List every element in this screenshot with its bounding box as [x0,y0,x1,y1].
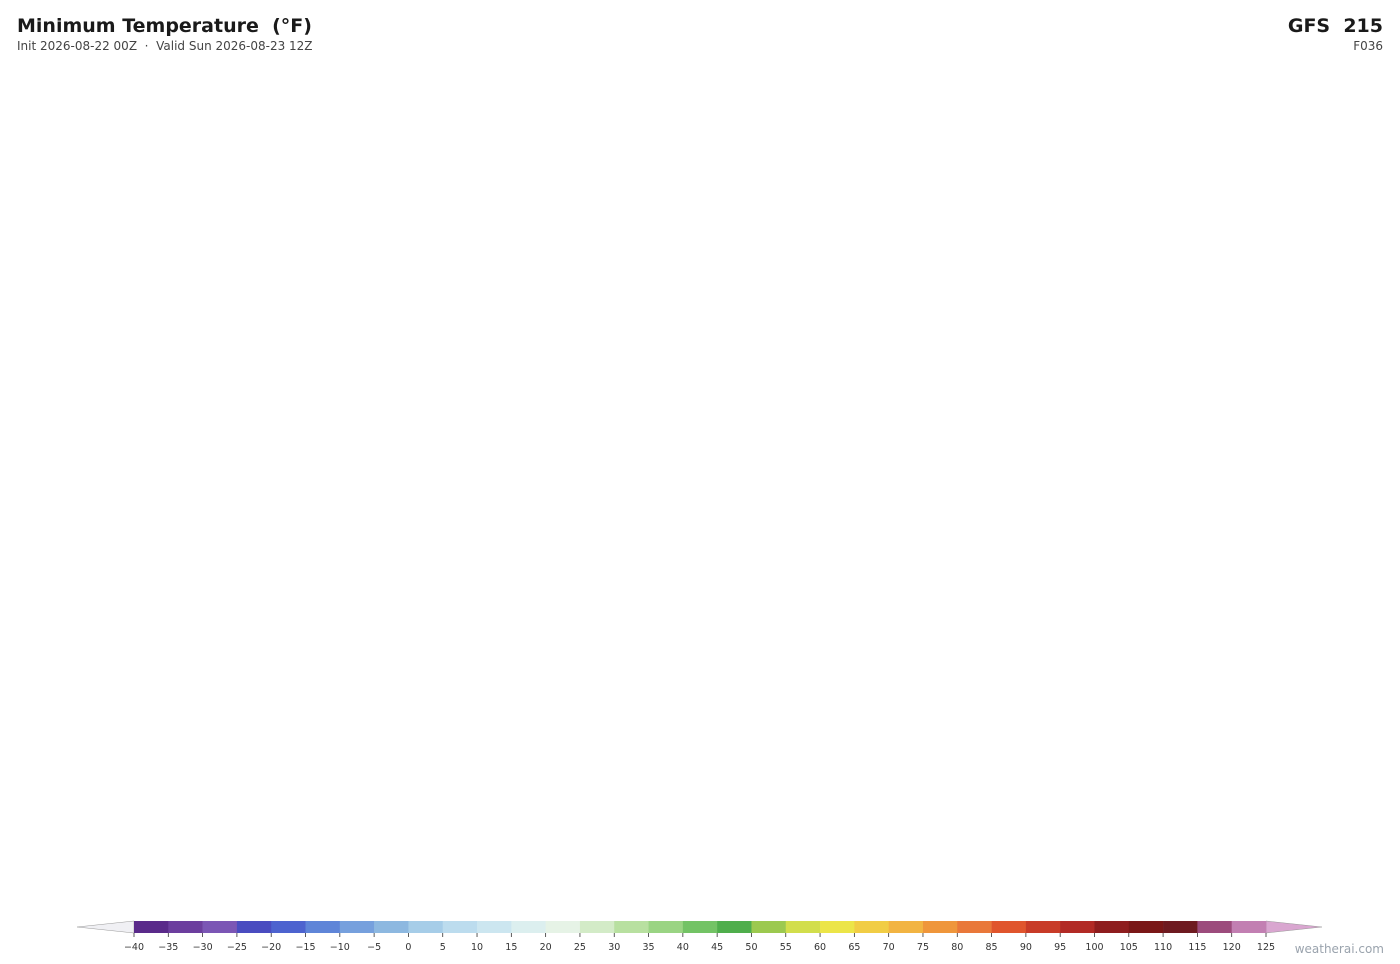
colorbar-tick-label: 15 [505,942,517,953]
colorbar-segment [442,921,478,933]
colorbar-over [1265,920,1323,934]
colorbar-segment [579,921,615,933]
colorbar-segment [339,921,375,933]
map-title: Minimum Temperature (°F) [17,15,312,37]
colorbar-segment [991,921,1027,933]
colorbar-segment [134,921,169,933]
colorbar-segment [751,921,787,933]
colorbar-segment [854,921,889,933]
colorbar-segment [545,921,581,933]
colorbar-segment [820,921,855,933]
colorbar-tick-label: 125 [1257,942,1275,953]
colorbar-tick-label: 80 [951,942,963,953]
colorbar-tick-label: −40 [124,942,144,953]
colorbar-tick-label: 65 [848,942,860,953]
colorbar-segment [202,921,238,933]
colorbar-segment [1025,921,1061,933]
colorbar-tick-label: 20 [540,942,552,953]
colorbar-segment [374,921,409,933]
colorbar-tick-label: 55 [780,942,792,953]
colorbar-tick-label: 90 [1020,942,1032,953]
colorbar-tick-label: 50 [745,942,757,953]
colorbar-segment [922,921,958,933]
colorbar-tick-label: −10 [330,942,350,953]
colorbar-segment [168,921,203,933]
colorbar-segment [785,921,821,933]
colorbar-tick-label: 25 [574,942,586,953]
colorbar-segment [957,921,992,933]
colorbar-segment [511,921,546,933]
colorbar-segment [648,921,684,933]
colorbar-tick-label: −15 [295,942,315,953]
colorbar-tick-label: 0 [405,942,411,953]
colorbar-segment [1163,921,1198,933]
colorbar-segment [1197,921,1232,933]
colorbar-under [76,920,135,934]
colorbar-tick-label: 70 [883,942,895,953]
colorbar-segment [305,921,341,933]
colorbar-segment [614,921,649,933]
colorbar-tick-label: 40 [677,942,689,953]
colorbar-tick-label: 105 [1120,942,1138,953]
map-subtitle: Init 2026-08-22 00Z · Valid Sun 2026-08-… [17,39,313,53]
colorbar-segment [1094,921,1130,933]
colorbar-tick-label: 5 [440,942,446,953]
colorbar-tick-label: 30 [608,942,620,953]
colorbar-tick-label: −30 [193,942,213,953]
colorbar-tick-label: 75 [917,942,929,953]
colorbar-segment [408,921,444,933]
colorbar-tick-label: −25 [227,942,247,953]
colorbar-tick-label: 120 [1223,942,1241,953]
colorbar-tick-label: 35 [642,942,654,953]
colorbar-tick-label: 115 [1188,942,1206,953]
colorbar-segment [682,921,718,933]
colorbar-tick-label: −20 [261,942,281,953]
colorbar-segment [1128,921,1164,933]
colorbar-segment [477,921,512,933]
forecast-hour: F036 [1353,39,1383,53]
model-label: GFS 215 [1287,15,1383,37]
colorbar-segment [1231,921,1267,933]
credit: weatherai.com [1294,942,1384,956]
colorbar-segment [717,921,752,933]
colorbar-segment [888,921,924,933]
colorbar-tick-label: −35 [158,942,178,953]
colorbar-tick-label: 100 [1085,942,1103,953]
colorbar-tick-label: 95 [1054,942,1066,953]
colorbar-tick-label: 60 [814,942,826,953]
colorbar-segment [1060,921,1095,933]
colorbar-segment [271,921,306,933]
colorbar-segment [236,921,272,933]
colorbar-tick-label: 45 [711,942,723,953]
colorbar-tick-label: 85 [986,942,998,953]
colorbar-tick-label: 10 [471,942,483,953]
colorbar-tick-label: −5 [367,942,381,953]
colorbar-tick-label: 110 [1154,942,1172,953]
